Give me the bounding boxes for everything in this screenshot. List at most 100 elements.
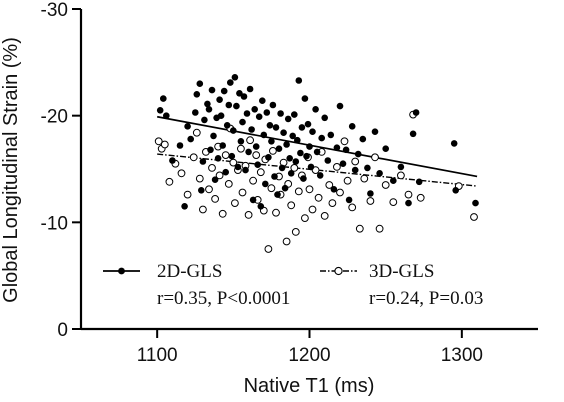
data-point-2d: [242, 166, 249, 174]
data-point-2d: [237, 138, 245, 145]
data-point-3d: [246, 136, 255, 145]
data-point-2d: [198, 187, 205, 194]
data-point-2d: [208, 86, 216, 94]
data-point-2d: [306, 143, 313, 150]
data-point-3d: [336, 188, 344, 197]
fit-lines: [157, 115, 478, 187]
legend-label-2d: 2D-GLS: [157, 261, 222, 282]
x-tick-label: 1200: [288, 345, 330, 366]
data-point-2d: [192, 109, 199, 116]
data-point-3d: [404, 190, 413, 199]
data-point-2d: [284, 115, 292, 123]
data-point-2d: [330, 186, 338, 193]
data-point-3d: [294, 187, 303, 196]
data-point-2d: [333, 144, 341, 151]
data-point-3d: [328, 199, 337, 208]
data-point-3d: [199, 205, 207, 214]
data-point-2d: [252, 143, 260, 150]
data-point-3d: [221, 151, 230, 160]
data-point-2d: [263, 109, 271, 116]
data-point-3d: [333, 163, 341, 171]
data-point-2d: [278, 164, 286, 172]
data-point-2d: [257, 203, 265, 210]
data-point-3d: [416, 193, 425, 202]
data-point-3d: [211, 195, 220, 203]
y-tick-label: 0: [57, 320, 68, 341]
data-point-2d: [359, 135, 367, 143]
data-point-3d: [215, 171, 224, 180]
data-point-3d: [397, 171, 405, 180]
data-point-2d: [216, 96, 223, 103]
legend-marker-3d: [334, 266, 343, 276]
data-point-2d: [294, 136, 301, 144]
x-axis-title: Native T1 (ms): [244, 375, 375, 397]
data-point-2d: [169, 157, 176, 164]
data-point-2d: [336, 102, 344, 110]
data-point-2d: [304, 120, 312, 128]
data-point-3d: [371, 153, 379, 162]
x-axis-ticks: 1100 1200 1300: [137, 329, 483, 366]
data-point-2d: [364, 164, 371, 172]
data-point-2d: [245, 148, 252, 156]
data-point-2d: [281, 184, 289, 192]
data-point-2d: [303, 152, 310, 160]
data-point-2d: [295, 77, 303, 84]
data-point-3d: [189, 153, 198, 162]
data-point-2d: [222, 168, 229, 176]
data-point-2d: [246, 85, 254, 93]
data-point-3d: [218, 209, 227, 218]
data-point-2d: [184, 123, 191, 130]
data-point-3d: [177, 169, 186, 178]
data-point-2d: [371, 128, 379, 135]
data-point-2d: [354, 150, 362, 158]
data-point-2d: [199, 158, 207, 165]
data-point-2d: [348, 123, 356, 130]
data-point-3d: [244, 211, 253, 219]
data-point-2d: [409, 130, 417, 138]
data-point-3d: [470, 213, 478, 221]
fit-line-3d-gls: [157, 153, 478, 187]
data-point-2d: [412, 109, 420, 116]
data-point-3d: [308, 205, 317, 214]
data-point-2d: [390, 177, 397, 184]
data-point-3d: [264, 245, 273, 253]
data-point-2d: [260, 131, 268, 139]
data-point-2d: [298, 124, 306, 131]
data-point-3d: [208, 164, 216, 172]
data-point-2d: [327, 131, 335, 139]
data-point-3d: [348, 203, 357, 212]
data-point-3d: [381, 181, 390, 189]
data-point-2d: [318, 134, 326, 142]
data-point-2d: [287, 170, 295, 177]
data-point-3d: [160, 140, 169, 149]
data-point-3d: [389, 198, 398, 207]
data-point-2d: [415, 178, 423, 186]
data-point-2d: [201, 116, 208, 124]
x-tick-label: 1100: [137, 345, 178, 366]
data-point-2d: [283, 141, 290, 148]
legend-label-3d: 3D-GLS: [369, 261, 434, 282]
data-point-3d: [305, 185, 314, 194]
data-point-3d: [325, 181, 334, 189]
data-point-2d: [196, 80, 204, 87]
data-point-2d: [187, 135, 194, 143]
data-point-3d: [290, 164, 299, 172]
data-point-2d: [268, 138, 275, 145]
data-point-2d: [240, 93, 248, 100]
data-point-3d: [343, 176, 352, 185]
data-point-2d: [204, 100, 211, 108]
data-point-2d: [300, 175, 307, 182]
data-point-3d: [256, 168, 265, 177]
data-point-3d: [269, 147, 277, 155]
data-point-2d: [219, 142, 226, 149]
data-point-2d: [220, 87, 228, 95]
data-point-2d: [452, 187, 460, 194]
data-point-2d: [397, 163, 405, 171]
y-axis-ticks: 0 -10 -20 -30: [41, 0, 81, 341]
data-point-3d: [351, 157, 360, 166]
data-point-2d: [269, 101, 277, 109]
data-point-2d: [405, 199, 412, 207]
data-point-2d: [376, 170, 383, 177]
data-point-2d: [280, 129, 287, 136]
